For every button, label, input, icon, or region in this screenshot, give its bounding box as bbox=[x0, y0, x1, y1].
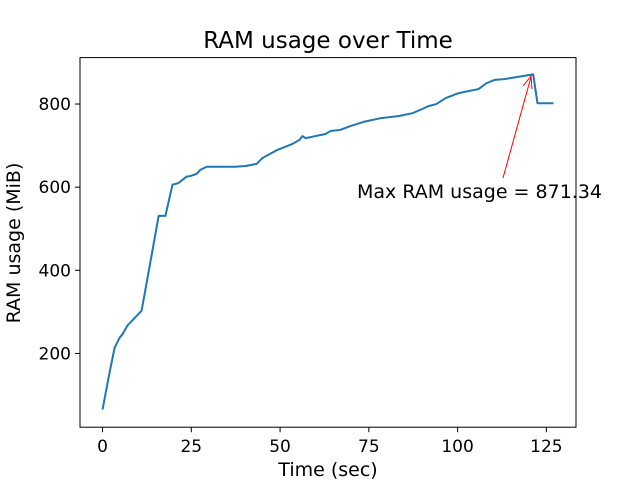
x-tick-label: 75 bbox=[358, 437, 380, 457]
x-tick-label: 125 bbox=[530, 437, 562, 457]
annotation-arrow bbox=[502, 76, 532, 179]
axes-frame bbox=[79, 57, 577, 428]
y-tick-label: 600 bbox=[39, 178, 71, 198]
y-axis-label: RAM usage (MiB) bbox=[3, 163, 25, 324]
line-series bbox=[101, 73, 554, 410]
x-tick-label: 50 bbox=[269, 437, 291, 457]
y-tick-label: 800 bbox=[39, 95, 71, 115]
x-tick-label: 25 bbox=[180, 437, 202, 457]
x-axis-label: Time (sec) bbox=[277, 459, 377, 480]
chart-title: RAM usage over Time bbox=[203, 28, 453, 54]
y-tick-label: 200 bbox=[39, 344, 71, 364]
y-tick-label: 400 bbox=[39, 261, 71, 281]
annotation-arrowhead bbox=[522, 75, 533, 90]
x-tick-label: 0 bbox=[97, 437, 108, 457]
x-tick-label: 100 bbox=[441, 437, 473, 457]
annotation-text: Max RAM usage = 871.34 bbox=[357, 181, 602, 203]
